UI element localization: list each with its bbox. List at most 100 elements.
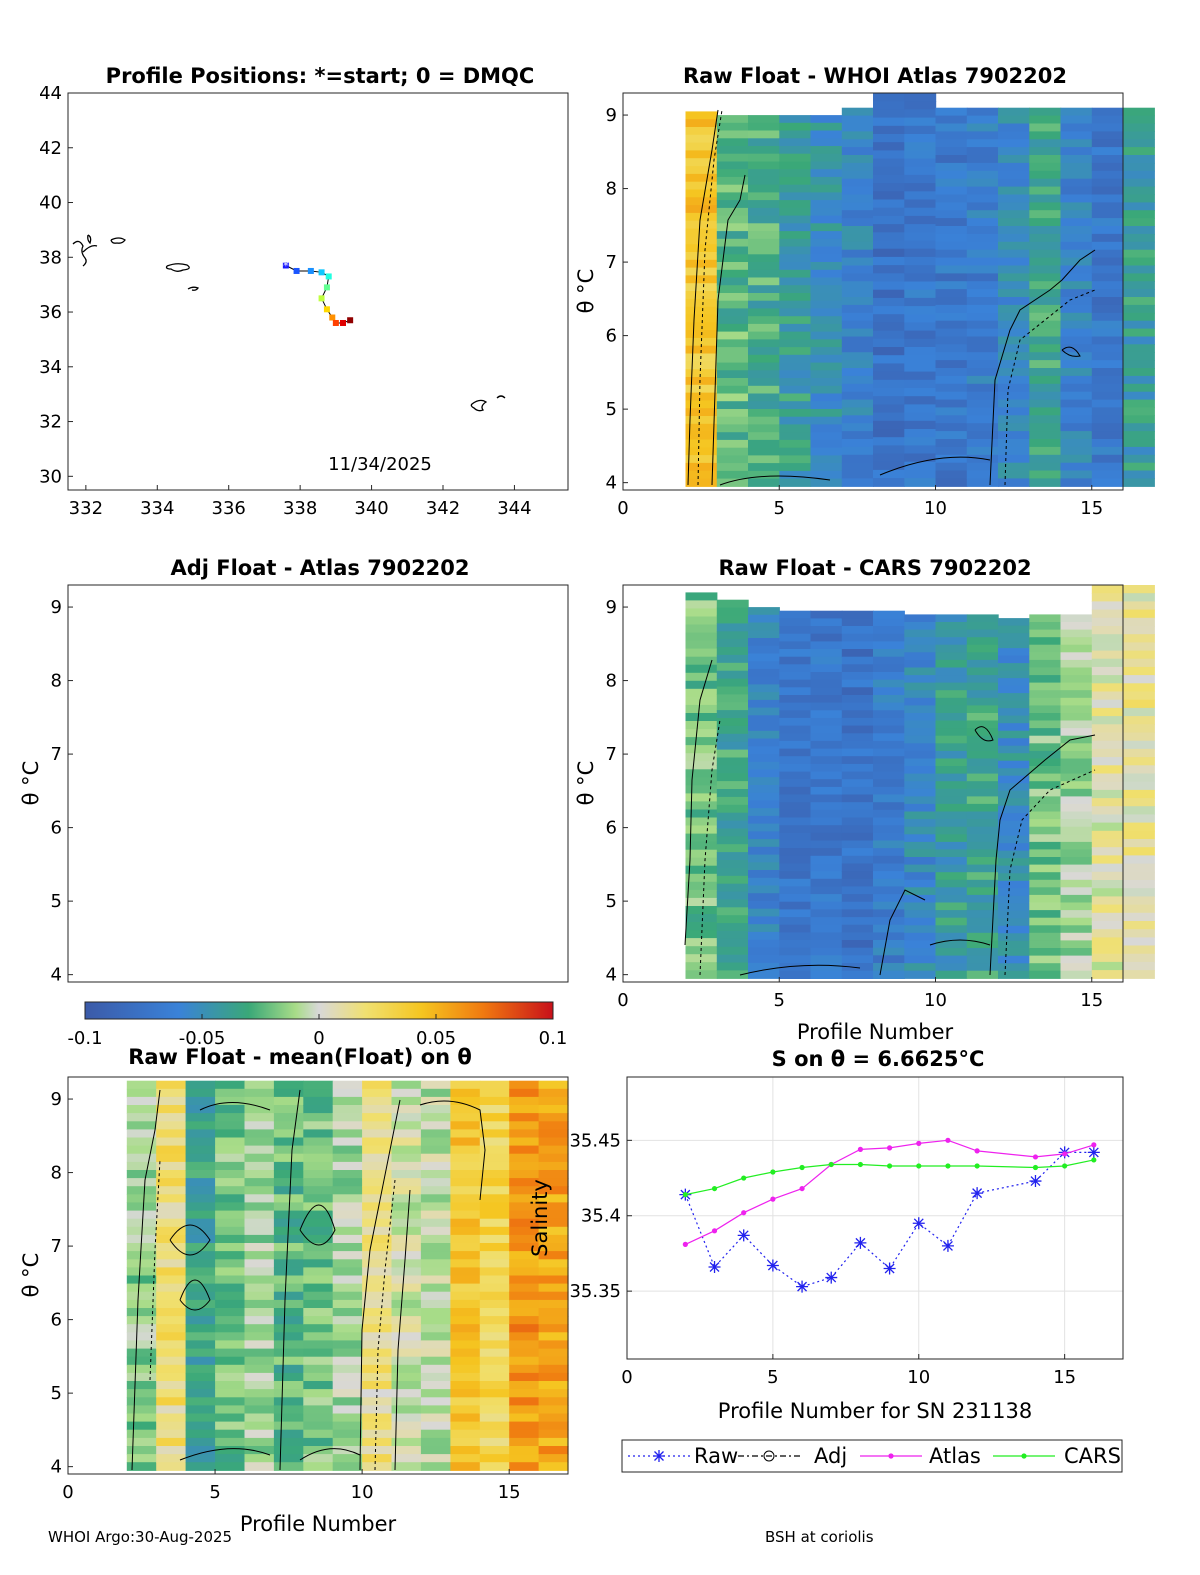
heatmap-cell <box>126 1129 157 1139</box>
heatmap-cell <box>1123 757 1155 766</box>
heatmap-cell <box>1060 383 1093 393</box>
heatmap-cell <box>904 659 937 669</box>
heatmap-cell <box>748 916 780 925</box>
heatmap-cell <box>935 439 968 448</box>
heatmap-cell <box>1091 155 1124 164</box>
heatmap-cell <box>215 1413 246 1423</box>
y-tick-label: 9 <box>606 597 617 618</box>
heatmap-cell <box>450 1210 481 1220</box>
heatmap-cell <box>748 215 780 224</box>
heatmap-cell <box>810 378 843 387</box>
heatmap-cell <box>748 416 780 425</box>
heatmap-cell <box>215 1186 246 1195</box>
heatmap-cell <box>244 1381 275 1390</box>
heatmap-cell <box>156 1372 187 1382</box>
heatmap-cell <box>810 725 843 734</box>
heatmap-cell <box>935 720 968 729</box>
island-5 <box>470 395 506 412</box>
heatmap-cell <box>509 1283 540 1293</box>
heatmap-cell <box>538 1088 569 1098</box>
heatmap-cell <box>873 878 905 888</box>
heatmap-cell <box>998 858 1030 867</box>
heatmap-cell <box>966 652 999 661</box>
heatmap-cell <box>779 200 812 209</box>
heatmap-cell <box>1029 963 1062 972</box>
heatmap-cell <box>779 184 812 193</box>
heatmap-cell <box>1029 697 1062 706</box>
heatmap-cell <box>156 1275 187 1285</box>
heatmap-cell <box>391 1178 422 1187</box>
heatmap-cell <box>391 1259 422 1268</box>
heatmap-cell <box>935 123 968 132</box>
heatmap-cell <box>273 1234 304 1244</box>
heatmap-cell <box>1091 617 1124 627</box>
heatmap-cell <box>716 347 749 356</box>
heatmap-cell <box>509 1275 540 1285</box>
heatmap-cell <box>244 1161 275 1171</box>
heatmap-cell <box>303 1096 334 1106</box>
heatmap-cell <box>873 763 905 773</box>
heatmap-cell <box>966 917 999 926</box>
heatmap-cell <box>998 745 1030 754</box>
heatmap-cell <box>1029 210 1062 219</box>
heatmap-cell <box>748 401 780 410</box>
heatmap-cell <box>935 178 968 188</box>
heatmap-cell <box>1123 830 1155 840</box>
heatmap-cell <box>716 439 749 449</box>
heatmap-cell <box>841 717 874 727</box>
y-tick-label: 8 <box>606 671 617 692</box>
heatmap-cell <box>362 1364 393 1374</box>
heatmap-cell <box>1029 940 1062 949</box>
cars-axes-box <box>622 584 1124 983</box>
heatmap-cell <box>873 626 905 635</box>
heatmap-cell <box>1060 336 1093 345</box>
heatmap-cell <box>420 1308 451 1317</box>
heatmap-cell <box>1029 690 1062 699</box>
heatmap-cell <box>998 320 1030 330</box>
heatmap-cell <box>904 265 937 274</box>
heatmap-cell <box>273 1389 304 1398</box>
heatmap-cell <box>904 314 937 323</box>
heatmap-cell <box>479 1202 510 1212</box>
heatmap-cell <box>904 713 937 722</box>
heatmap-cell <box>685 134 718 144</box>
heatmap-cell <box>873 894 905 903</box>
heatmap-cell <box>1123 446 1155 456</box>
heatmap-cell <box>841 139 874 148</box>
heatmap-cell <box>935 872 968 881</box>
heatmap-cell <box>362 1088 393 1098</box>
heatmap-cell <box>935 226 968 235</box>
heatmap-cell <box>391 1113 422 1122</box>
heatmap-cell <box>273 1113 304 1122</box>
heatmap-cell <box>966 360 999 369</box>
heatmap-cell <box>215 1372 246 1382</box>
heatmap-cell <box>391 1454 422 1463</box>
heatmap-cell <box>904 93 937 102</box>
heatmap-cell <box>873 656 905 665</box>
heatmap-cell <box>779 455 812 464</box>
heatmap-cell <box>1060 773 1093 782</box>
heatmap-cell <box>185 1397 216 1406</box>
heatmap-cell <box>1060 320 1093 330</box>
contour-line <box>697 109 723 486</box>
heatmap-cell <box>685 197 718 206</box>
heatmap-cell <box>998 693 1030 702</box>
heatmap-cell <box>966 750 999 760</box>
heatmap-cell <box>1060 178 1093 188</box>
heatmap-cell <box>1091 431 1124 440</box>
heatmap-cell <box>779 649 812 658</box>
salinity-xlabel: Profile Number for SN 231138 <box>718 1399 1032 1423</box>
heatmap-cell <box>998 226 1030 235</box>
heatmap-cell <box>362 1096 393 1106</box>
y-tick-label: 35.4 <box>581 1206 621 1227</box>
map-coastlines <box>72 234 506 412</box>
heatmap-cell <box>716 781 749 790</box>
heatmap-cell <box>1091 273 1124 282</box>
heatmap-cell <box>748 614 780 624</box>
heatmap-cell <box>779 894 812 903</box>
heatmap-cell <box>479 1437 510 1447</box>
heatmap-cell <box>391 1421 422 1431</box>
heatmap-cell <box>479 1080 510 1090</box>
heatmap-cell <box>1060 667 1093 676</box>
